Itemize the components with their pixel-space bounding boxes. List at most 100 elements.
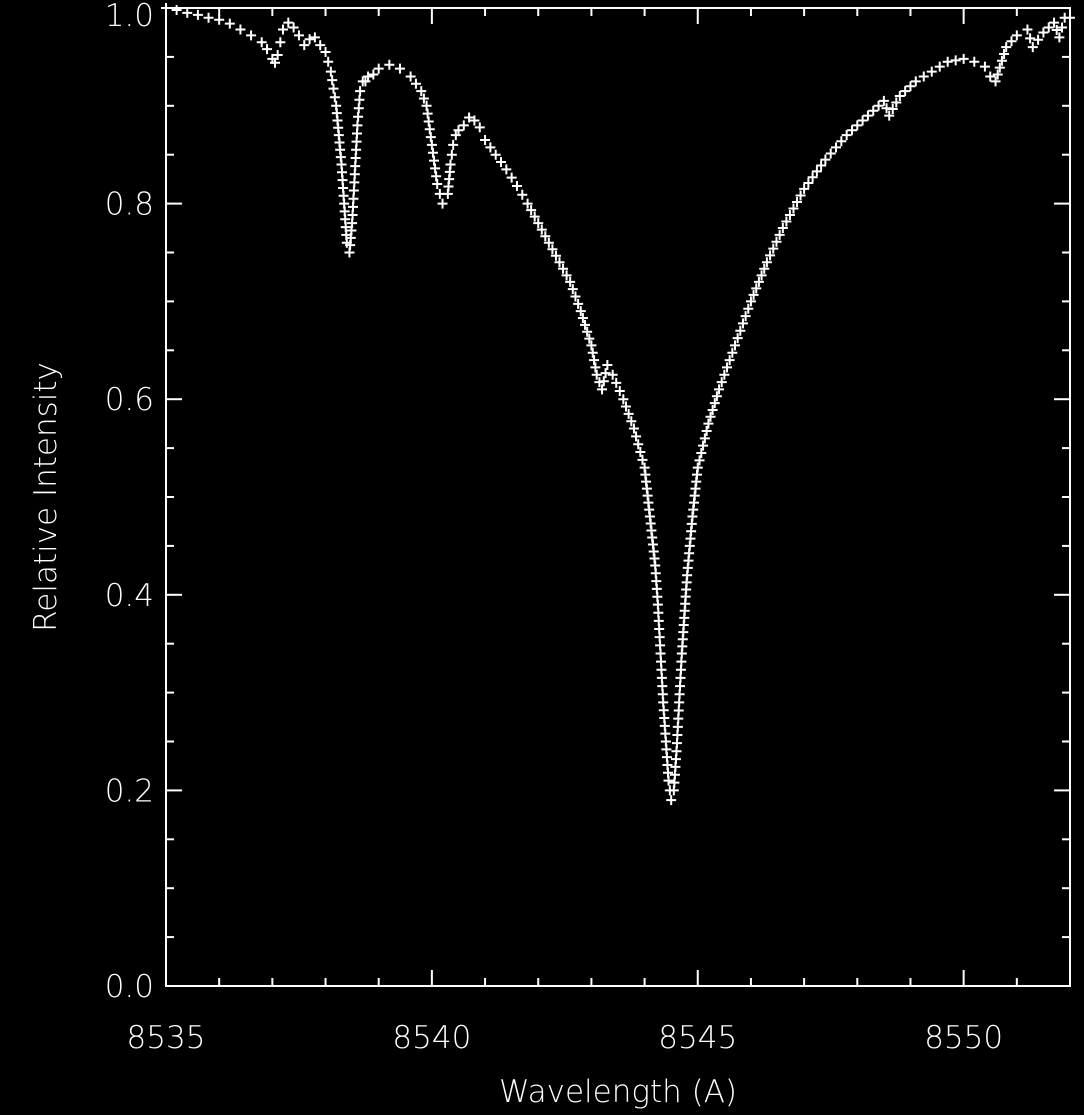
data-point-marker	[788, 203, 799, 214]
data-point-marker	[831, 142, 842, 153]
data-point-marker	[363, 71, 374, 82]
data-point-marker	[994, 62, 1005, 73]
data-point-marker	[327, 75, 338, 86]
data-point-marker	[355, 86, 366, 97]
data-point-marker	[587, 347, 598, 358]
data-point-marker	[304, 34, 315, 45]
data-point-marker	[171, 4, 182, 15]
data-point-marker	[732, 333, 743, 344]
data-point-marker	[584, 333, 595, 344]
data-point-marker	[464, 112, 475, 123]
data-point-marker	[354, 94, 365, 105]
data-point-marker	[288, 22, 299, 33]
data-point-marker	[701, 425, 712, 436]
data-point-marker	[437, 198, 448, 209]
data-point-marker	[768, 243, 779, 254]
data-point-marker	[352, 120, 363, 131]
data-point-marker	[511, 180, 522, 191]
data-point-marker	[418, 93, 429, 104]
data-point-marker	[353, 103, 364, 114]
data-point-marker	[722, 362, 733, 373]
data-point-marker	[577, 313, 588, 324]
data-point-marker	[857, 115, 868, 126]
data-point-marker	[1057, 22, 1068, 33]
data-point-marker	[620, 401, 631, 412]
data-point-marker	[992, 69, 1003, 80]
data-point-marker	[846, 125, 857, 136]
data-point-marker	[696, 447, 707, 458]
data-point-marker	[580, 319, 591, 330]
data-point-marker	[329, 92, 340, 103]
data-point-marker	[774, 229, 785, 240]
data-point-marker	[1027, 42, 1038, 53]
data-point-marker	[422, 108, 433, 119]
data-point-marker	[781, 216, 792, 227]
x-tick-labels: 8535 8540 8545 8550	[127, 1020, 1004, 1056]
data-point-marker	[979, 61, 990, 72]
data-point-marker	[740, 311, 751, 322]
x-tick-label: 8540	[392, 1020, 471, 1056]
data-point-marker	[1051, 25, 1062, 36]
y-tick-label: 0.2	[105, 773, 154, 809]
data-point-marker	[424, 124, 435, 135]
data-point-marker	[666, 795, 677, 806]
data-point-marker	[1054, 32, 1065, 43]
data-point-marker	[485, 142, 496, 153]
data-point-marker	[224, 18, 235, 29]
data-point-marker	[985, 71, 996, 82]
data-point-marker	[283, 17, 294, 28]
data-point-marker	[567, 284, 578, 295]
data-point-marker	[582, 326, 593, 337]
data-point-marker	[429, 155, 440, 166]
data-point-marker	[795, 190, 806, 201]
data-point-marker	[565, 276, 576, 287]
data-point-marker	[368, 69, 379, 80]
data-point-marker	[999, 48, 1010, 59]
data-point-marker	[323, 56, 334, 67]
data-point-marker	[416, 86, 427, 97]
data-point-marker	[469, 115, 480, 126]
data-point-marker	[192, 9, 203, 20]
data-point-marker	[410, 78, 421, 89]
data-point-marker	[807, 172, 818, 183]
data-point-marker	[707, 404, 718, 415]
data-point-marker	[272, 49, 283, 60]
y-tick-labels: 0.0 0.2 0.4 0.6 0.8 1.0	[105, 0, 154, 1005]
data-point-marker	[756, 270, 767, 281]
data-point-marker	[423, 116, 434, 127]
data-point-marker	[637, 454, 648, 465]
data-point-marker	[618, 394, 629, 405]
data-point-marker	[496, 157, 507, 168]
data-point-marker	[235, 24, 246, 35]
data-point-marker	[1049, 17, 1060, 28]
data-point-marker	[543, 237, 554, 248]
data-point-marker	[270, 57, 281, 68]
data-point-marker	[969, 56, 980, 67]
data-point-marker	[1006, 36, 1017, 47]
data-point-marker	[748, 289, 759, 300]
data-point-marker	[777, 223, 788, 234]
data-point-marker	[716, 377, 727, 388]
data-point-marker	[900, 86, 911, 97]
data-point-marker	[724, 355, 735, 366]
data-point-marker	[432, 179, 443, 190]
data-point-marker	[1033, 34, 1044, 45]
data-point-marker	[727, 347, 738, 358]
data-point-marker	[315, 40, 326, 51]
data-point-marker	[703, 418, 714, 429]
data-point-marker	[575, 306, 586, 317]
data-point-marker	[705, 411, 716, 422]
data-point-marker	[570, 291, 581, 302]
data-point-marker	[990, 76, 1001, 87]
data-point-marker	[182, 7, 193, 18]
data-point-marker	[714, 384, 725, 395]
data-point-marker	[1011, 30, 1022, 41]
data-point-marker	[803, 178, 814, 189]
data-point-marker	[792, 196, 803, 207]
data-point-marker	[526, 205, 537, 216]
data-point-marker	[891, 97, 902, 108]
data-point-marker	[256, 37, 267, 48]
y-tick-label: 1.0	[105, 0, 154, 34]
data-point-marker	[745, 296, 756, 307]
